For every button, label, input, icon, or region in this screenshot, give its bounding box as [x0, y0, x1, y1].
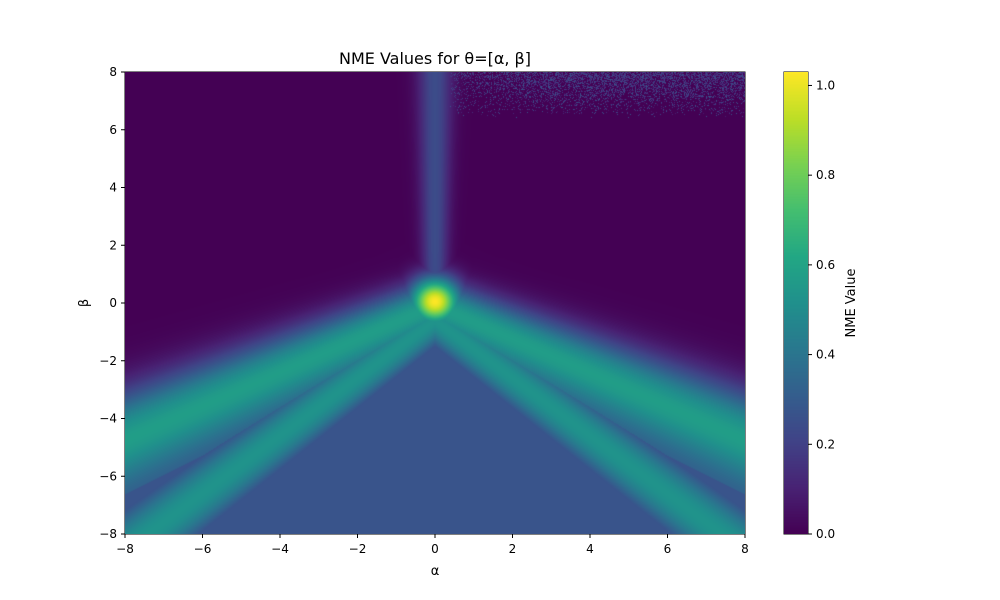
heatmap-image: [125, 72, 745, 534]
y-tick-label: 2: [109, 238, 117, 252]
x-axis: −8 −6 −4 −2 0 2 4 6 8: [116, 534, 749, 556]
y-tick-label: 8: [109, 65, 117, 79]
colorbar-tick-label: 0.0: [816, 527, 835, 541]
y-tick-label: −6: [99, 469, 117, 483]
x-tick-label: 8: [741, 542, 749, 556]
x-tick-label: 2: [509, 542, 517, 556]
x-tick-label: 6: [664, 542, 672, 556]
chart-title: NME Values for θ=[α, β]: [339, 49, 531, 68]
colorbar-tick-label: 1.0: [816, 78, 835, 92]
x-tick-label: −8: [116, 542, 134, 556]
y-axis-label: β: [77, 299, 92, 307]
colorbar-axis: 0.0 0.2 0.4 0.6 0.8 1.0: [808, 78, 835, 541]
y-axis: −8 −6 −4 −2 0 2 4 6 8: [99, 65, 125, 541]
x-tick-label: −2: [349, 542, 367, 556]
y-tick-label: −4: [99, 412, 117, 426]
colorbar-gradient: [784, 72, 808, 534]
y-tick-label: 0: [109, 296, 117, 310]
colorbar-tick-label: 0.8: [816, 168, 835, 182]
x-axis-label: α: [431, 564, 440, 579]
colorbar-tick-label: 0.6: [816, 258, 835, 272]
colorbar-tick-label: 0.4: [816, 348, 835, 362]
colorbar-label: NME Value: [844, 269, 859, 338]
colorbar-tick-label: 0.2: [816, 437, 835, 451]
x-tick-label: 0: [431, 542, 439, 556]
y-tick-label: −2: [99, 354, 117, 368]
y-tick-label: 4: [109, 181, 117, 195]
x-tick-label: −4: [271, 542, 289, 556]
y-tick-label: 6: [109, 123, 117, 137]
x-tick-label: 4: [586, 542, 594, 556]
x-tick-label: −6: [194, 542, 212, 556]
y-tick-label: −8: [99, 527, 117, 541]
